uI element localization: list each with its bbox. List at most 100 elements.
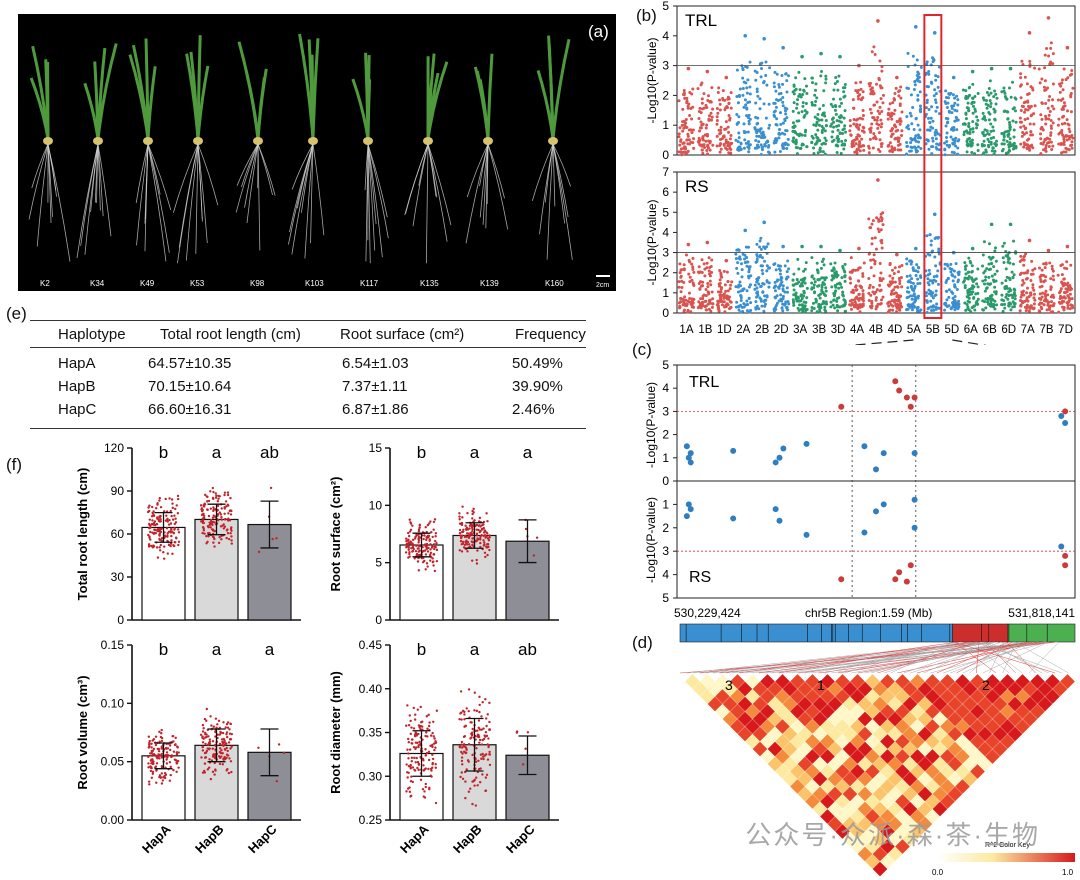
snp-point [778, 268, 782, 272]
leaf [185, 53, 200, 140]
snp-point [726, 279, 730, 283]
data-point [164, 497, 167, 501]
snp-point-trl [1062, 408, 1069, 415]
data-point [212, 536, 215, 539]
snp-point [783, 290, 787, 294]
peak-point [989, 222, 994, 227]
root [178, 143, 199, 248]
snp-point [1004, 279, 1008, 283]
data-point [175, 745, 179, 748]
snp-point [983, 133, 987, 137]
snp-point [913, 295, 917, 299]
snp-point [765, 279, 769, 283]
snp-point-rs [880, 501, 887, 508]
snp-point [995, 269, 999, 273]
snp-point [1019, 125, 1023, 129]
data-point [458, 746, 462, 749]
data-point [434, 531, 438, 535]
seedling-K53 [172, 35, 219, 264]
snp-point [838, 97, 842, 101]
snp-point [746, 140, 750, 144]
data-point [202, 512, 205, 516]
snp-point [717, 128, 721, 132]
snp-point [841, 131, 845, 135]
snp-point [777, 136, 781, 140]
snp-point [878, 283, 882, 287]
snp-point [709, 283, 713, 287]
peak-point [819, 244, 823, 249]
snp-point [1023, 75, 1027, 79]
root [291, 143, 314, 255]
data-point [222, 523, 225, 526]
data-point [223, 507, 226, 510]
snp-point [867, 146, 871, 150]
snp-point [1070, 297, 1074, 301]
snp-point [1059, 264, 1063, 268]
data-point [177, 543, 180, 547]
data-point [422, 759, 425, 762]
snp-point [831, 303, 835, 307]
data-point [460, 740, 464, 744]
snp-point [840, 143, 844, 147]
snp-point [1028, 306, 1032, 310]
snp-point [765, 140, 769, 144]
snp-point [777, 299, 781, 303]
root [418, 143, 429, 186]
chromosome-label: 5A [907, 324, 921, 336]
data-point [414, 713, 417, 716]
snp-point [1039, 152, 1043, 156]
snp-point [994, 292, 998, 296]
snp-point [956, 280, 960, 284]
table-header-cell: Root surface (cm²) [340, 326, 465, 343]
snp-point [980, 144, 984, 148]
snp-point [849, 256, 853, 260]
snp-point [1024, 252, 1028, 256]
data-point [466, 511, 469, 515]
data-point [166, 520, 169, 523]
data-point [158, 499, 161, 502]
snp-point [896, 285, 900, 289]
snp-point [1027, 309, 1031, 313]
snp-point [931, 281, 935, 285]
snp-point [1000, 90, 1004, 94]
snp-point [929, 80, 933, 84]
data-point [203, 717, 207, 721]
data-point [206, 747, 210, 750]
snp-point [953, 138, 957, 142]
y-tick-label: 3 [662, 59, 669, 73]
snp-point [905, 86, 909, 90]
snp-point [684, 147, 688, 151]
snp-point [678, 300, 682, 304]
data-point [171, 530, 174, 533]
data-point [147, 780, 151, 783]
snp-point [1033, 267, 1037, 271]
snp-point [872, 274, 876, 278]
snp-point [804, 102, 808, 106]
y-tick-label: 4 [662, 568, 669, 582]
snp-point [718, 278, 722, 282]
snp-point [824, 289, 828, 293]
snp-point [1007, 132, 1011, 136]
peak-point [686, 242, 691, 247]
snp-point [881, 211, 885, 215]
snp-point [917, 72, 921, 76]
snp-point [762, 245, 766, 249]
root [36, 143, 49, 247]
snp-point [850, 290, 854, 294]
data-point [158, 520, 162, 523]
snp-point [955, 109, 959, 113]
snp-point [968, 290, 972, 294]
snp-point [722, 134, 726, 138]
snp-point [703, 267, 707, 271]
snp-point [829, 305, 833, 309]
snp-point [793, 124, 797, 128]
data-point [169, 542, 173, 545]
snp-point [900, 264, 904, 268]
panel-label-e: (e) [6, 304, 27, 323]
snp-point [803, 267, 807, 271]
category-label: HapB [192, 822, 227, 857]
snp-point [916, 123, 920, 127]
snp-point [925, 85, 929, 89]
snp-point [906, 307, 910, 311]
root [136, 143, 149, 246]
